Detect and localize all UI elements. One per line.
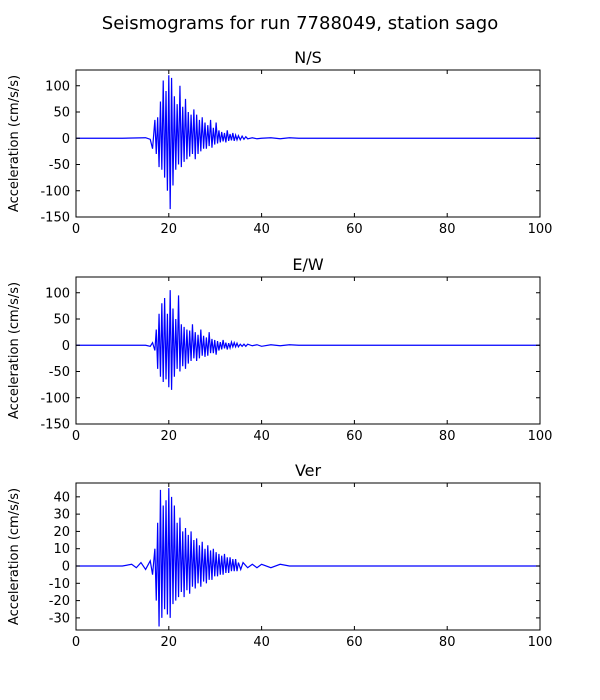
- x-tick-label: 0: [72, 429, 80, 444]
- y-tick-label: -150: [40, 418, 70, 433]
- y-tick-label: 100: [45, 286, 70, 301]
- y-tick-label: -20: [49, 594, 70, 609]
- y-tick-label: -100: [40, 184, 70, 199]
- x-tick-label: 40: [253, 429, 270, 444]
- y-tick-label: 50: [53, 313, 70, 328]
- y-tick-label: 20: [53, 525, 70, 540]
- x-tick-label: 60: [346, 429, 363, 444]
- figure-title: Seismograms for run 7788049, station sag…: [102, 13, 498, 34]
- plot-frame: [75, 482, 541, 631]
- panel-title: E/W: [292, 255, 324, 274]
- x-tick-label: 20: [161, 222, 178, 237]
- series-line: [76, 75, 540, 210]
- y-axis-label: Acceleration (cm/s/s): [7, 75, 22, 212]
- x-tick-label: 60: [346, 222, 363, 237]
- y-tick-label: -30: [49, 611, 70, 626]
- y-tick-label: 0: [62, 132, 70, 147]
- y-tick-label: -50: [49, 365, 70, 380]
- x-tick-label: 100: [528, 635, 553, 650]
- y-tick-label: 40: [53, 490, 70, 505]
- x-tick-label: 0: [72, 635, 80, 650]
- x-tick-label: 20: [161, 429, 178, 444]
- x-tick-label: 40: [253, 635, 270, 650]
- x-tick-label: 80: [439, 222, 456, 237]
- y-axis-label: Acceleration (cm/s/s): [7, 282, 22, 419]
- x-tick-label: 80: [439, 429, 456, 444]
- y-axis-label: Acceleration (cm/s/s): [7, 488, 22, 625]
- x-tick-label: 100: [528, 222, 553, 237]
- x-tick-label: 0: [72, 222, 80, 237]
- y-tick-label: 10: [53, 542, 70, 557]
- panel-ns: N/S Acceleration (cm/s/s) 0 20 40 60 80 100 -150…: [7, 48, 552, 237]
- y-tick-label: -10: [49, 577, 70, 592]
- y-tick-label: 0: [62, 560, 70, 575]
- x-tick-label: 100: [528, 429, 553, 444]
- series-line: [76, 488, 540, 627]
- y-tick-label: -150: [40, 211, 70, 226]
- y-tick-label: 30: [53, 508, 70, 523]
- panel-ew: E/W Acceleration (cm/s/s) 0 20 40 60 80 100 -150…: [7, 255, 552, 444]
- plot-frame: [75, 69, 541, 218]
- x-tick-label: 80: [439, 635, 456, 650]
- panel-title: N/S: [294, 48, 322, 67]
- x-tick-label: 40: [253, 222, 270, 237]
- x-tick-label: 60: [346, 635, 363, 650]
- y-tick-label: 100: [45, 79, 70, 94]
- y-tick-label: 0: [62, 339, 70, 354]
- y-tick-label: -50: [49, 158, 70, 173]
- y-tick-label: -100: [40, 391, 70, 406]
- y-tick-label: 50: [53, 106, 70, 121]
- x-tick-label: 20: [161, 635, 178, 650]
- series-line: [76, 290, 540, 390]
- plot-frame: [75, 276, 541, 425]
- panel-title: Ver: [295, 461, 322, 480]
